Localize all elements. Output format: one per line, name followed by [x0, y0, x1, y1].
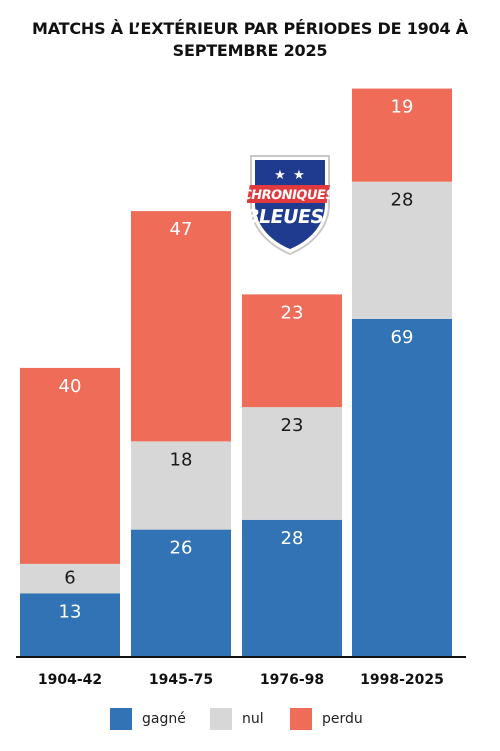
chart-title-line-2: SEPTEMBRE 2025 [172, 41, 328, 60]
data-label-gagne-1904-42: 13 [59, 601, 82, 622]
logo-band [246, 185, 330, 203]
bar-nul-1976-98 [242, 407, 342, 520]
legend-item-perdu: perdu [290, 706, 363, 732]
bar-perdu-1976-98 [242, 294, 342, 408]
data-label-perdu-1998-2025: 19 [391, 97, 414, 118]
data-label-gagne-1945-75: 26 [170, 538, 193, 559]
data-label-perdu-1904-42: 40 [59, 376, 82, 397]
bar-nul-1998-2025 [352, 181, 452, 319]
legend-label-gagne: gagné [142, 711, 186, 727]
bar-gagne-1976-98 [242, 519, 342, 657]
data-label-gagne-1976-98: 28 [281, 528, 304, 549]
legend-label-nul: nul [242, 711, 264, 727]
bar-nul-1904-42 [20, 563, 120, 594]
legend-swatch-perdu [290, 708, 312, 730]
data-label-nul-1976-98: 23 [281, 415, 304, 436]
chroniques-bleues-logo: ★ ★ CHRONIQUES BLEUES [241, 150, 335, 258]
legend-swatch-gagne [110, 708, 132, 730]
legend: gagné nul perdu [0, 706, 500, 732]
legend-swatch-nul [210, 708, 232, 730]
logo-text-line-2: BLEUES [247, 205, 326, 228]
category-labels: 1904-42 1945-75 1976-98 1998-2025 [38, 672, 444, 688]
legend-item-nul: nul [210, 706, 264, 732]
category-label-1976-98: 1976-98 [260, 672, 324, 688]
data-label-nul-1945-75: 18 [170, 449, 193, 470]
logo-text-line-1: CHRONIQUES [247, 188, 333, 203]
bar-gagne-1998-2025 [352, 318, 452, 657]
logo-shield [255, 160, 325, 249]
chart-title-line-1: MATCHS À L’EXTÉRIEUR PAR PÉRIODES DE 190… [32, 19, 468, 38]
bar-gagne-1904-42 [20, 593, 120, 657]
category-label-1998-2025: 1998-2025 [360, 672, 444, 688]
legend-item-gagne: gagné [110, 706, 186, 732]
data-label-perdu-1945-75: 47 [170, 219, 193, 240]
data-label-nul-1998-2025: 28 [391, 190, 414, 211]
chart-title: MATCHS À L’EXTÉRIEUR PAR PÉRIODES DE 190… [0, 18, 500, 62]
legend-label-perdu: perdu [322, 711, 363, 727]
bar-gagne-1945-75 [131, 529, 231, 657]
data-label-perdu-1976-98: 23 [281, 302, 304, 323]
data-label-gagne-1998-2025: 69 [391, 327, 414, 348]
category-label-1945-75: 1945-75 [149, 672, 213, 688]
bar-perdu-1945-75 [131, 211, 231, 442]
category-label-1904-42: 1904-42 [38, 672, 102, 688]
logo-star-icon: ★ [274, 168, 286, 183]
bar-perdu-1904-42 [20, 367, 120, 564]
logo-star-icon: ★ [293, 168, 305, 183]
bars-group: 13 6 40 26 18 47 28 23 23 69 28 19 [20, 88, 452, 657]
bar-perdu-1998-2025 [352, 88, 452, 182]
data-label-nul-1904-42: 6 [64, 568, 75, 589]
bar-nul-1945-75 [131, 441, 231, 530]
